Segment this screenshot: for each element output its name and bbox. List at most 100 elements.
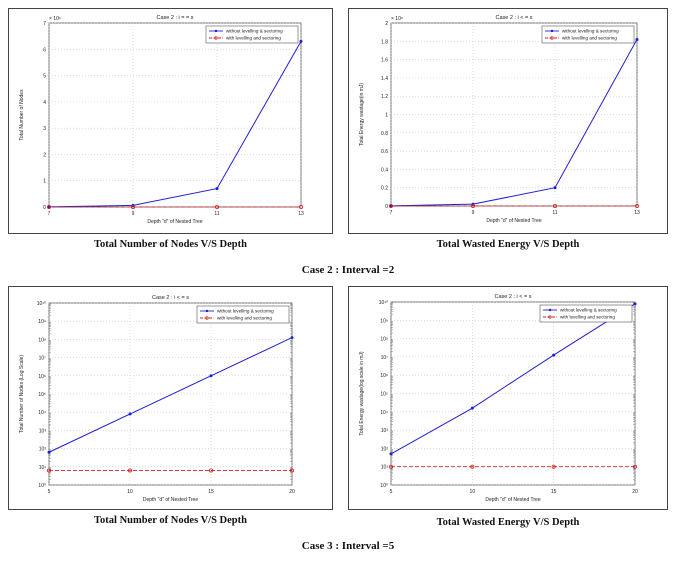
data-point-with-levelling: [208, 468, 213, 473]
data-point-without-levelling: [635, 37, 639, 41]
y-tick-label: 10⁴: [380, 410, 388, 416]
x-tick-label: 5: [390, 489, 393, 495]
y-tick-label: 0.8: [381, 131, 388, 137]
caption-energy-case2: Total Wasted Energy V/S Depth: [436, 239, 580, 250]
data-point-without-levelling: [552, 353, 556, 357]
plot-area: [48, 22, 302, 208]
data-point-with-levelling: [47, 204, 52, 209]
y-tick-label: 10⁵: [38, 392, 46, 398]
y-tick-label: 10¹⁰: [379, 300, 388, 306]
y-tick-label: 2: [385, 21, 388, 27]
y-tick-label: 10⁶: [38, 374, 46, 380]
legend-box: [196, 305, 290, 324]
y-axis-label: Total Number of Nodes: [19, 89, 25, 141]
y-tick-label: 10¹: [39, 465, 47, 471]
legend-label: with levelling and sectoring: [560, 315, 615, 320]
x-tick-label: 15: [208, 489, 214, 495]
legend-box: [205, 25, 299, 44]
x-axis-label: Depth "d" of Nested Tree: [486, 218, 541, 224]
legend-marker: [205, 316, 209, 320]
legend-label: with levelling and sectoring: [217, 316, 272, 321]
y-tick-label: 0.6: [381, 149, 388, 155]
legend-label: with levelling and sectoring: [562, 36, 617, 41]
data-point-without-levelling: [389, 452, 393, 456]
y-tick-label: 10³: [39, 428, 47, 434]
chart-panel-energy-case3: 10⁰ 10¹ 10² 10³ 10⁴ 10⁵ 10⁶ 10⁷ 10⁸ 10⁹ 10¹⁰ 5 10 15 2…: [348, 286, 668, 510]
caption-energy-case3: Total Wasted Energy V/S Depth: [436, 517, 580, 528]
data-point-with-levelling: [389, 203, 394, 208]
data-point-without-levelling: [470, 406, 474, 410]
chart-panel-energy-case2: 0 0.2 0.4 0.6 0.8 1 1.2 1.4 1.6 1.8 2 7 9 11 13 × 10⁶ Ca…: [348, 8, 668, 234]
data-point-without-levelling: [209, 374, 213, 378]
case2-label: Case 2 : Interval =2: [301, 264, 395, 276]
caption-nodes-case3: Total Number of Nodes V/S Depth: [94, 515, 247, 526]
y-tick-label: 10⁴: [38, 410, 46, 416]
y-tick-label: 10⁵: [380, 392, 388, 398]
chart-panel-nodes-case3: 10⁰ 10¹ 10² 10³ 10⁴ 10⁵ 10⁶ 10⁷ 10⁸ 10⁹ 10¹⁰ 5 10 15 2…: [8, 286, 333, 510]
legend-marker: [550, 29, 554, 33]
y-tick-label: 10⁸: [380, 337, 388, 343]
legend-label: with levelling and sectoring: [226, 36, 281, 41]
chart-nodes-case2: 0 1 2 3 4 5 6 7 7 9 11 13 × 10⁶ Case 2 : i = = s Depth…: [19, 15, 304, 225]
y-tick-label: 10¹: [381, 465, 389, 471]
y-tick-label: 10⁰: [38, 483, 46, 489]
x-tick-label: 20: [289, 489, 295, 495]
legend-marker: [548, 315, 552, 319]
plot-area: [48, 302, 293, 486]
case3-label: Case 3 : Interval =5: [301, 540, 395, 552]
data-point-without-levelling: [553, 186, 557, 190]
data-point-with-levelling: [552, 203, 557, 208]
chart-nodes-case3: 10⁰ 10¹ 10² 10³ 10⁴ 10⁵ 10⁶ 10⁷ 10⁸ 10⁹ 10¹⁰ 5 10 15 2…: [19, 295, 295, 503]
data-point-with-levelling: [47, 468, 52, 473]
y-tick-label: 10⁹: [380, 318, 388, 324]
x-tick-label: 5: [48, 489, 51, 495]
y-tick-label: 10⁷: [39, 356, 47, 362]
y-tick-label: 0.2: [381, 186, 388, 192]
x-tick-label: 15: [551, 489, 557, 495]
legend-label: without levelling & sectoring: [217, 309, 274, 314]
series-line-without-levelling: [48, 337, 293, 453]
data-point-without-levelling: [299, 39, 303, 43]
data-point-with-levelling: [470, 464, 475, 469]
data-point-with-levelling: [128, 468, 133, 473]
legend-box: [539, 304, 633, 323]
y-tick-label: 1.4: [381, 76, 388, 82]
data-point-with-levelling: [551, 464, 556, 469]
data-point-with-levelling: [634, 203, 639, 208]
legend-marker: [214, 29, 218, 33]
data-point-without-levelling: [128, 412, 132, 416]
x-tick-label: 7: [48, 211, 51, 217]
data-point-with-levelling: [289, 468, 294, 473]
series-line-without-levelling: [390, 303, 636, 455]
x-axis-label: Depth "d" of Nested Tree: [147, 219, 202, 225]
data-point-with-levelling: [214, 204, 219, 209]
y-tick-label: 3: [43, 126, 46, 132]
y-tick-label: 10³: [381, 428, 389, 434]
y-tick-label: 0.4: [381, 167, 388, 173]
x-axis-label: Depth "d" of Nested Tree: [143, 497, 198, 503]
chart-title: Case 2 : i < = s: [496, 15, 533, 21]
x-tick-label: 20: [632, 489, 638, 495]
plot-area: [390, 301, 636, 486]
y-tick-label: 10²: [381, 446, 389, 452]
x-tick-label: 13: [634, 210, 640, 216]
legend-marker: [205, 309, 209, 313]
y-axis-label: Total Energy wastage(in mJ): [359, 83, 365, 146]
chart-energy-case2: 0 0.2 0.4 0.6 0.8 1 1.2 1.4 1.6 1.8 2 7 9 11 13 × 10⁶ Ca…: [359, 15, 640, 224]
x-tick-label: 9: [472, 210, 475, 216]
data-point-with-levelling: [632, 464, 637, 469]
y-tick-label: 0: [385, 204, 388, 210]
y-tick-label: 1.2: [381, 94, 388, 100]
x-tick-label: 10: [470, 489, 476, 495]
x-tick-label: 9: [132, 211, 135, 217]
y-tick-label: 10⁷: [381, 355, 389, 361]
y-exponent-label: × 10⁶: [391, 16, 403, 22]
y-tick-label: 6: [43, 47, 46, 53]
x-tick-label: 10: [127, 489, 133, 495]
x-tick-label: 11: [552, 210, 557, 216]
y-axis-label: Total Energy wastage(log scale in mJ): [359, 351, 365, 436]
y-tick-label: 10⁸: [38, 337, 46, 343]
y-tick-label: 10⁰: [380, 483, 388, 489]
x-axis-label: Depth "d" of Nested Tree: [485, 497, 540, 503]
legend-marker: [550, 36, 554, 40]
